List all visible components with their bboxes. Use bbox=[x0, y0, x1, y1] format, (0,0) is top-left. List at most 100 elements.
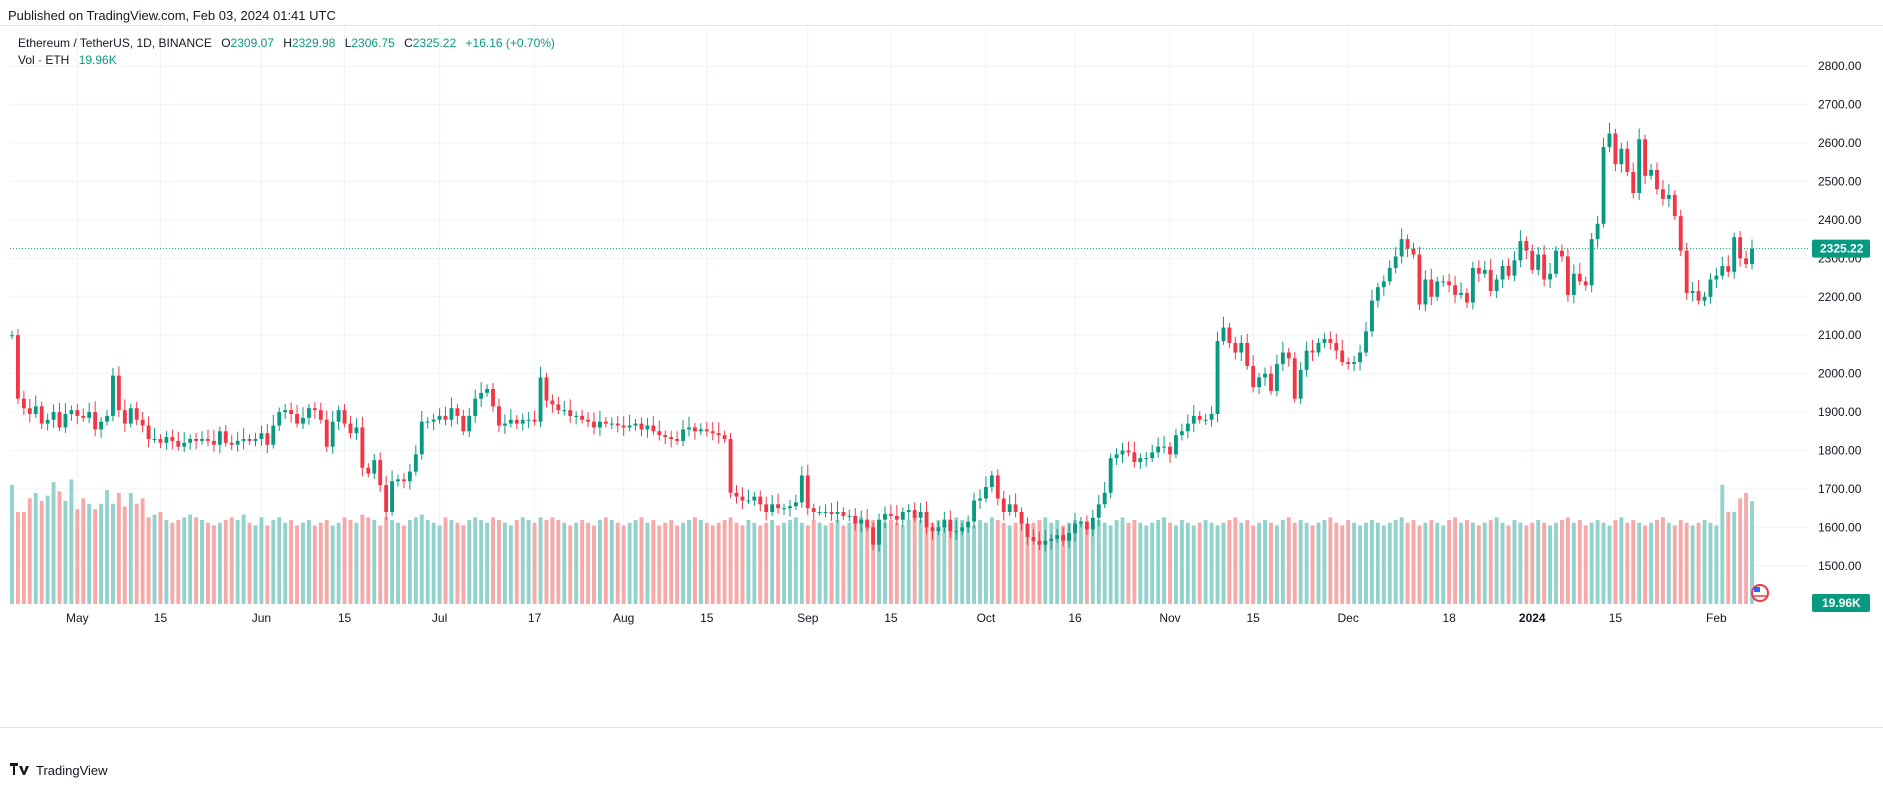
candle-body bbox=[1108, 458, 1113, 493]
volume-bar bbox=[1055, 520, 1060, 604]
candle-body bbox=[1203, 419, 1208, 421]
candle-body bbox=[1649, 169, 1653, 176]
volume-bar bbox=[467, 520, 472, 604]
volume-bar bbox=[16, 511, 20, 604]
volume-bar bbox=[948, 522, 953, 604]
candle-body bbox=[277, 412, 282, 426]
volume-bar bbox=[1233, 517, 1238, 604]
candle-body bbox=[1001, 498, 1006, 512]
candle-body bbox=[859, 519, 864, 524]
volume-bar bbox=[1678, 520, 1683, 604]
candle-body bbox=[877, 519, 881, 545]
candle-body bbox=[194, 438, 199, 441]
candle-body bbox=[479, 392, 484, 399]
candle-body bbox=[1560, 250, 1564, 257]
candle-body bbox=[788, 506, 792, 509]
candle-body bbox=[722, 435, 727, 439]
volume-bar bbox=[1714, 525, 1719, 604]
volume-bar bbox=[651, 520, 656, 604]
volume-bar bbox=[906, 520, 911, 604]
symbol-title[interactable]: Ethereum / TetherUS, 1D, BINANCE bbox=[18, 36, 212, 50]
candle-body bbox=[687, 427, 691, 430]
candle-body bbox=[1655, 169, 1659, 190]
volume-bar bbox=[1470, 522, 1475, 604]
time-tick-label: Nov bbox=[1159, 611, 1180, 625]
candle-body bbox=[1043, 540, 1048, 545]
volume-bar bbox=[1607, 525, 1612, 604]
candle-body bbox=[1387, 267, 1392, 282]
candle-body bbox=[312, 408, 317, 411]
footer-brand[interactable]: TradingView bbox=[10, 762, 108, 778]
candle-body bbox=[372, 460, 377, 474]
candle-body bbox=[1292, 358, 1297, 399]
candle-body bbox=[1274, 364, 1279, 391]
candle-body bbox=[1613, 133, 1618, 165]
candle-body bbox=[508, 419, 513, 424]
candle-body bbox=[1607, 133, 1612, 147]
volume-bar bbox=[348, 520, 353, 604]
time-tick-label: Jul bbox=[432, 611, 447, 625]
volume-bar bbox=[1197, 522, 1202, 604]
volume-bar bbox=[1120, 517, 1125, 604]
candle-body bbox=[1732, 237, 1737, 272]
volume-bar bbox=[799, 522, 804, 604]
volume-bar bbox=[312, 525, 317, 604]
volume-bar bbox=[1245, 520, 1250, 604]
candle-body bbox=[140, 419, 145, 426]
candle-body bbox=[1025, 523, 1030, 537]
candle-body bbox=[105, 415, 109, 422]
candle-body bbox=[1589, 239, 1594, 286]
candle-body bbox=[609, 423, 614, 425]
candle-body bbox=[1720, 266, 1725, 276]
volume-bar bbox=[253, 525, 258, 604]
volume-bar bbox=[485, 522, 490, 604]
volume-bar bbox=[1340, 525, 1345, 604]
candle-body bbox=[793, 502, 798, 507]
candle-body bbox=[1565, 256, 1570, 295]
volume-layer bbox=[10, 479, 1754, 604]
time-axis[interactable]: May 15 Jun 15 Jul 17 Aug 15 Sep 15 Oct 16 Nov 15 Dec 18… bbox=[66, 611, 1727, 625]
candle-body bbox=[1090, 517, 1095, 530]
candle-body bbox=[1554, 250, 1558, 274]
volume-bar bbox=[847, 522, 852, 604]
volume-bar bbox=[698, 520, 703, 604]
volume-bar bbox=[716, 522, 721, 604]
candle-body bbox=[586, 419, 590, 422]
candle-body bbox=[1441, 281, 1446, 283]
candle-body bbox=[283, 410, 288, 413]
candle-body bbox=[1375, 287, 1380, 301]
price-axis[interactable]: 1500.00 1600.00 1700.00 1800.00 1900.00 2000.… bbox=[1751, 59, 1870, 612]
volume-bar bbox=[853, 520, 858, 604]
volume-bar bbox=[1554, 522, 1558, 604]
volume-bar bbox=[295, 525, 299, 604]
candle-body bbox=[883, 513, 887, 520]
candle-body bbox=[1631, 171, 1636, 194]
candle-body bbox=[1702, 296, 1707, 301]
close-value: 2325.22 bbox=[412, 36, 457, 50]
volume-bar bbox=[728, 517, 733, 604]
candle-body bbox=[1007, 504, 1012, 512]
volume-bar bbox=[1037, 520, 1042, 604]
volume-bar bbox=[116, 492, 121, 604]
price-chart[interactable]: 1500.00 1600.00 1700.00 1800.00 1900.00 2000.… bbox=[0, 25, 1883, 726]
candle-body bbox=[271, 425, 276, 445]
volume-bar bbox=[1738, 498, 1743, 604]
volume-label[interactable]: Vol · ETH bbox=[18, 53, 70, 67]
candle-body bbox=[1168, 446, 1172, 455]
candle-body bbox=[698, 429, 703, 432]
high-value: 2329.98 bbox=[291, 36, 336, 50]
volume-bar bbox=[1565, 517, 1570, 604]
price-tick-label: 1700.00 bbox=[1818, 482, 1862, 496]
volume-bar bbox=[871, 520, 876, 604]
volume-bar bbox=[1637, 522, 1642, 604]
volume-bar bbox=[1174, 525, 1178, 604]
candle-body bbox=[1429, 279, 1434, 297]
candle-body bbox=[752, 496, 757, 501]
volume-bar bbox=[740, 525, 745, 604]
candle-body bbox=[651, 425, 656, 432]
candle-body bbox=[1197, 415, 1202, 420]
candle-body bbox=[1411, 248, 1416, 255]
candle-body bbox=[461, 415, 466, 432]
candle-body bbox=[811, 508, 816, 512]
volume-bar bbox=[431, 522, 436, 604]
